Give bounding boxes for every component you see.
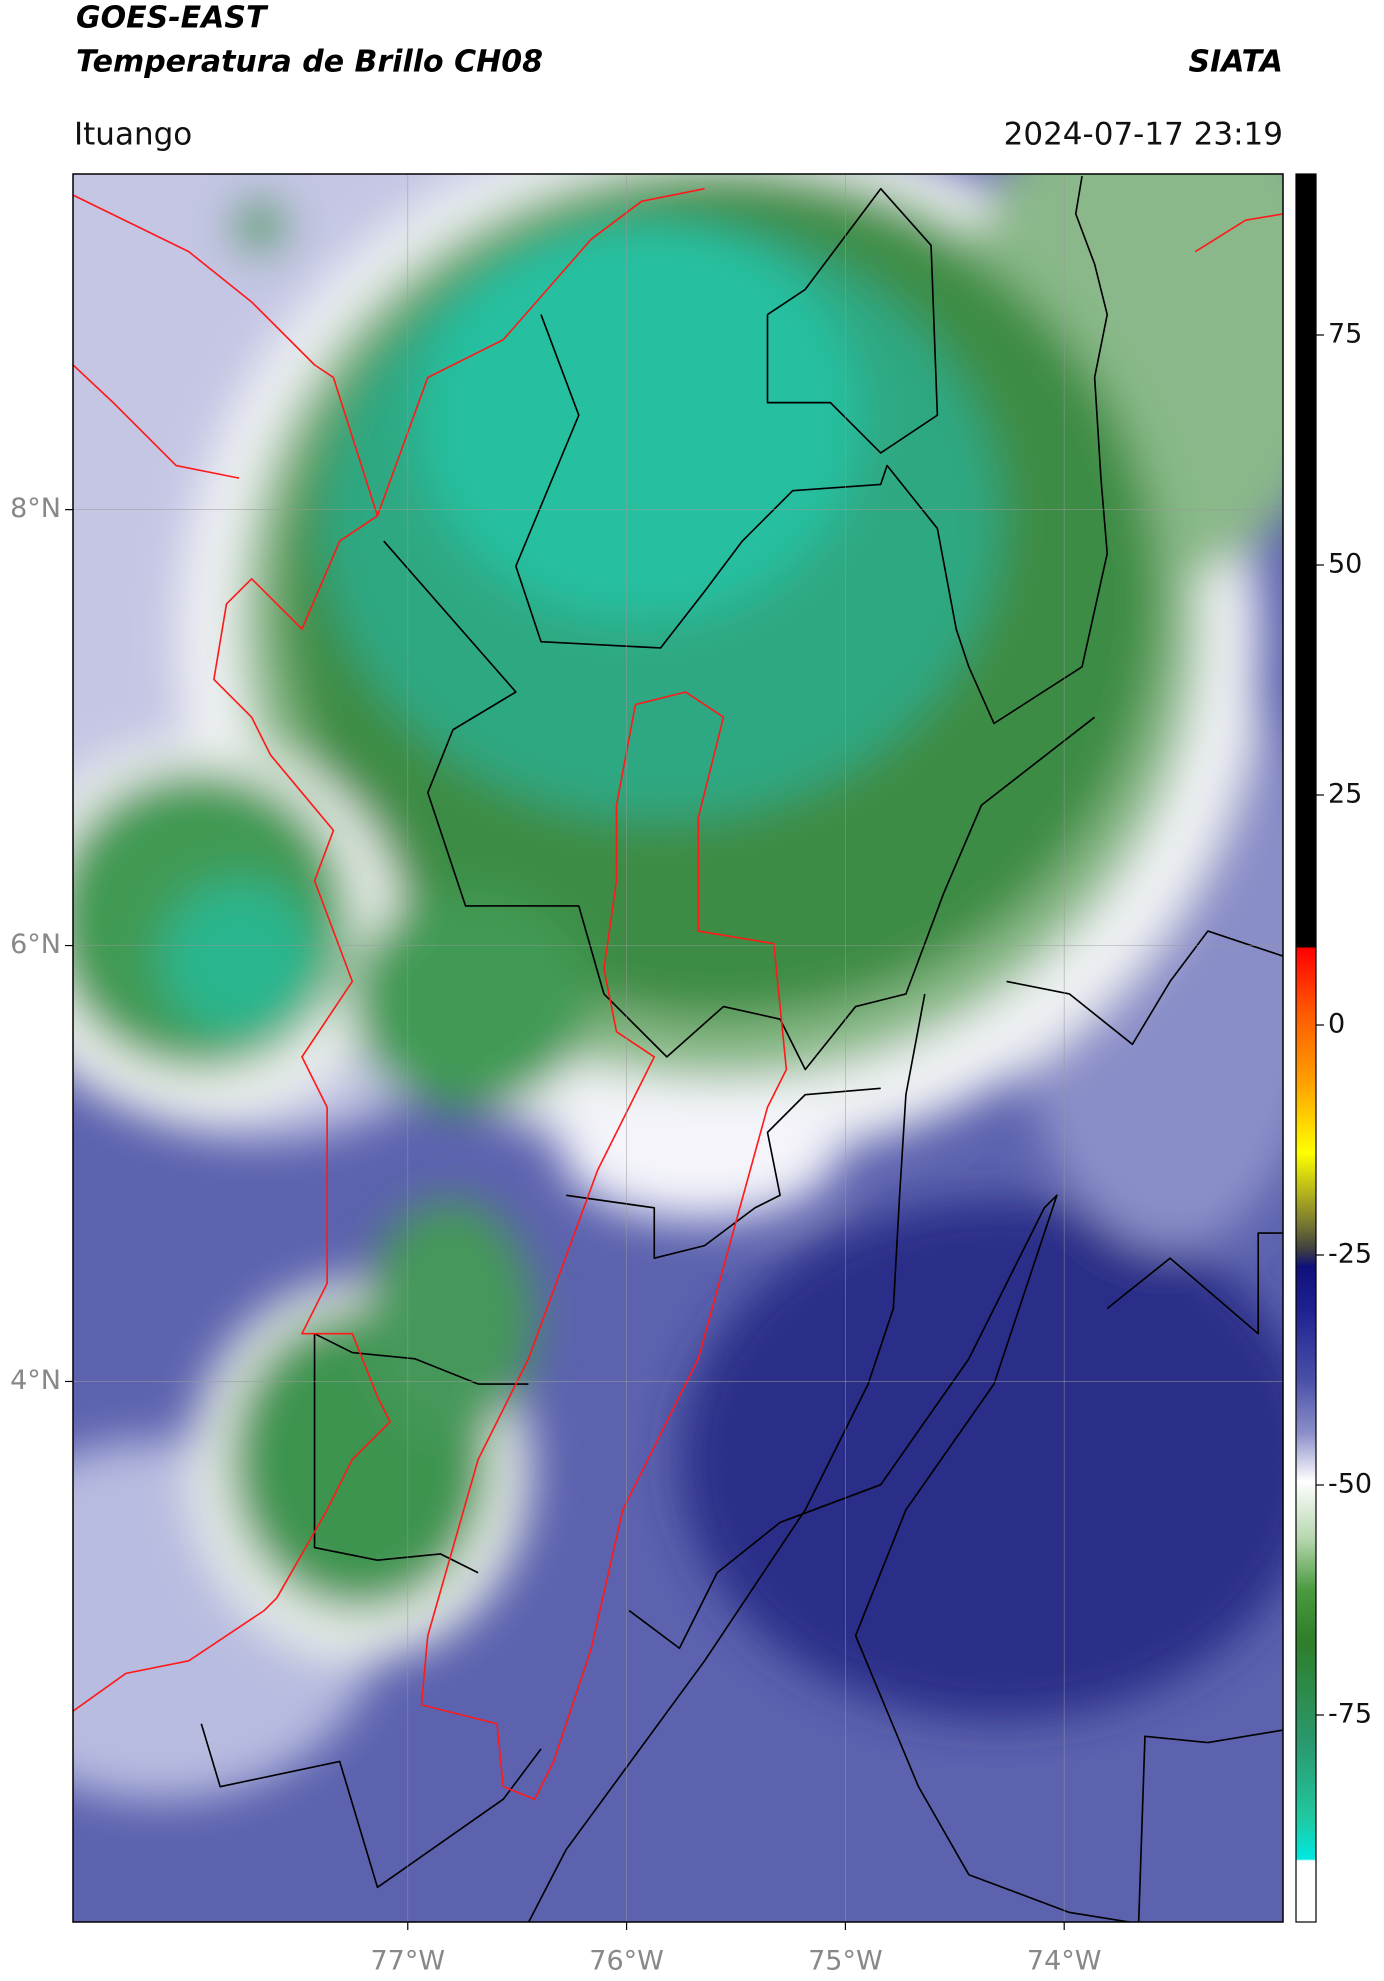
colorbar-tick-label: 50 (1328, 549, 1362, 580)
title: GOES-EAST (76, 1, 269, 36)
colorbar-tick-label: 25 (1328, 779, 1362, 810)
x-tick-label: 74°W (1027, 1946, 1102, 1977)
y-tick-label: 4°N (10, 1365, 61, 1396)
x-tick-label: 76°W (589, 1946, 664, 1977)
x-tick-label: 77°W (370, 1946, 445, 1977)
colorbar-tick-label: 75 (1328, 319, 1362, 350)
location: Ituango (74, 117, 192, 153)
satellite-image (73, 174, 1283, 1922)
y-tick-label: 6°N (10, 929, 61, 960)
datetime: 2024-07-17 23:19 (1004, 117, 1283, 153)
colorbar-tick-label: 0 (1328, 1009, 1345, 1040)
source: SIATA (1189, 45, 1283, 80)
colorbar-tick-label: -50 (1328, 1469, 1372, 1500)
colorbar-tick-label: -75 (1328, 1699, 1372, 1730)
subtitle: Temperatura de Brillo CH08 (76, 45, 543, 80)
x-tick-label: 75°W (808, 1946, 883, 1977)
y-tick-label: 8°N (10, 493, 61, 524)
colorbar-tick-label: -25 (1328, 1239, 1372, 1270)
colorbar (1295, 173, 1317, 1923)
map-frame (72, 173, 1284, 1923)
